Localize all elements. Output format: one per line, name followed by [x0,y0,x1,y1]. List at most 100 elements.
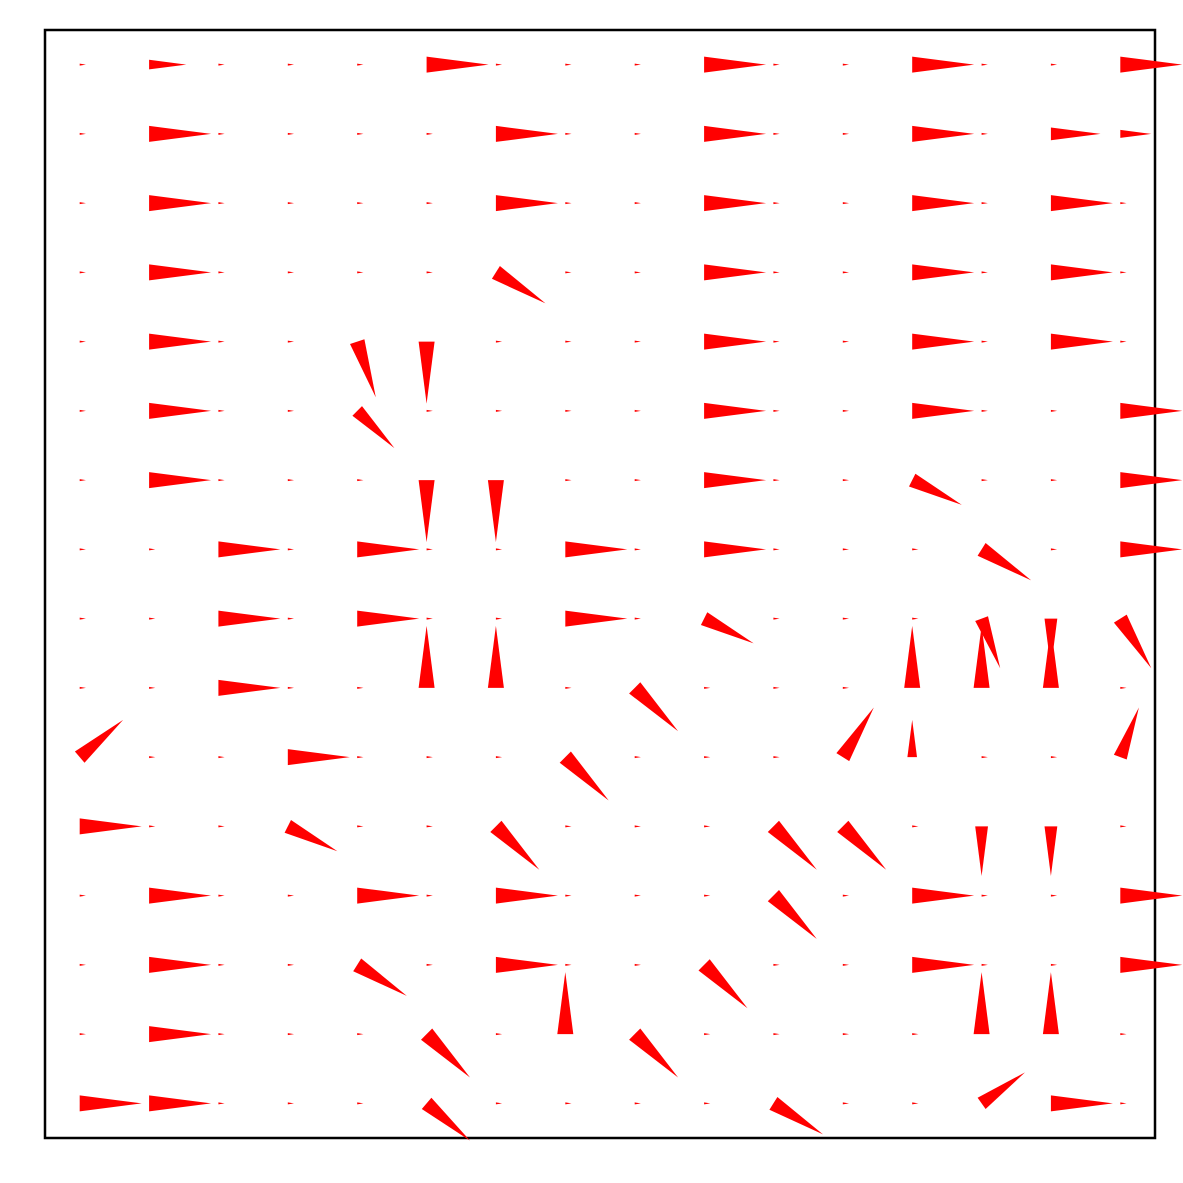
arrow [773,340,780,343]
arrow [565,1102,572,1105]
arrow [1042,625,1059,688]
arrow [357,63,364,66]
arrow [218,1033,225,1036]
arrow [79,63,86,66]
arrow [287,548,294,551]
arrow [981,756,988,759]
arrow [1050,1095,1113,1112]
arrow [565,479,572,482]
arrow [149,956,212,973]
arrow [912,548,919,551]
arrow [565,202,572,205]
arrow [973,972,990,1035]
arrow [426,202,433,205]
arrow [565,132,572,135]
arrow [79,894,86,897]
arrow [842,63,849,66]
arrow [418,480,435,543]
arrow [912,125,975,142]
arrow [704,1033,711,1036]
arrow [287,202,294,205]
arrow [565,610,628,627]
arrow [74,719,124,763]
arrow [704,56,767,73]
arrow [149,59,187,70]
arrow [218,1102,225,1105]
arrow [773,409,780,412]
arrow [426,756,433,759]
arrow [704,195,767,212]
arrow [149,264,212,281]
arrow [634,132,641,135]
arrow [634,271,641,274]
arrow [149,825,156,828]
arrow [981,409,988,412]
arrow [426,56,489,73]
arrow [218,202,225,205]
arrow [912,264,975,281]
arrow [418,341,435,404]
arrow [79,548,86,551]
arrow [1120,541,1183,558]
arrow [1050,264,1113,281]
arrow [287,894,294,897]
arrow [634,409,641,412]
arrow [907,719,917,758]
arrow [1120,271,1127,274]
arrow [149,617,156,620]
arrow [634,825,641,828]
arrow [981,271,988,274]
arrow [773,1033,780,1036]
arrow [421,1028,470,1078]
arrow [287,409,294,412]
arrow [565,340,572,343]
arrow [1120,129,1152,138]
arrow [773,479,780,482]
arrow [491,266,546,304]
arrow [1050,756,1058,759]
arrow [842,202,849,205]
arrow [565,686,572,689]
arrow [79,202,86,205]
arrow [79,1095,142,1112]
arrow [634,894,641,897]
arrow [287,63,294,66]
arrow [352,406,395,449]
arrow [487,480,504,543]
arrow [426,894,433,897]
arrow [1120,1102,1127,1105]
arrow [1050,409,1058,412]
arrow [218,679,281,696]
arrow [426,825,433,828]
arrow [218,63,225,66]
arrow [1050,333,1113,350]
arrow [634,202,641,205]
arrow [767,890,817,939]
arrow [981,479,988,482]
arrow [842,548,849,551]
arrow [426,132,433,135]
arrow [912,1033,919,1036]
arrow [634,1102,641,1105]
arrow [836,707,874,762]
arrow [149,887,212,904]
arrow [490,820,540,870]
arrow [773,63,780,66]
arrow [1120,56,1183,73]
arrow [79,132,86,135]
arrow [842,1102,849,1105]
arrow [912,887,975,904]
arrow [634,63,641,66]
arrow [149,125,212,142]
arrow [565,894,572,897]
arrow [149,548,156,551]
arrow [218,610,281,627]
arrow [149,472,212,489]
arrow [704,472,767,489]
arrow [981,963,988,966]
arrow [773,548,780,551]
arrow [495,63,503,66]
arrow [912,195,975,212]
arrow [912,956,975,973]
